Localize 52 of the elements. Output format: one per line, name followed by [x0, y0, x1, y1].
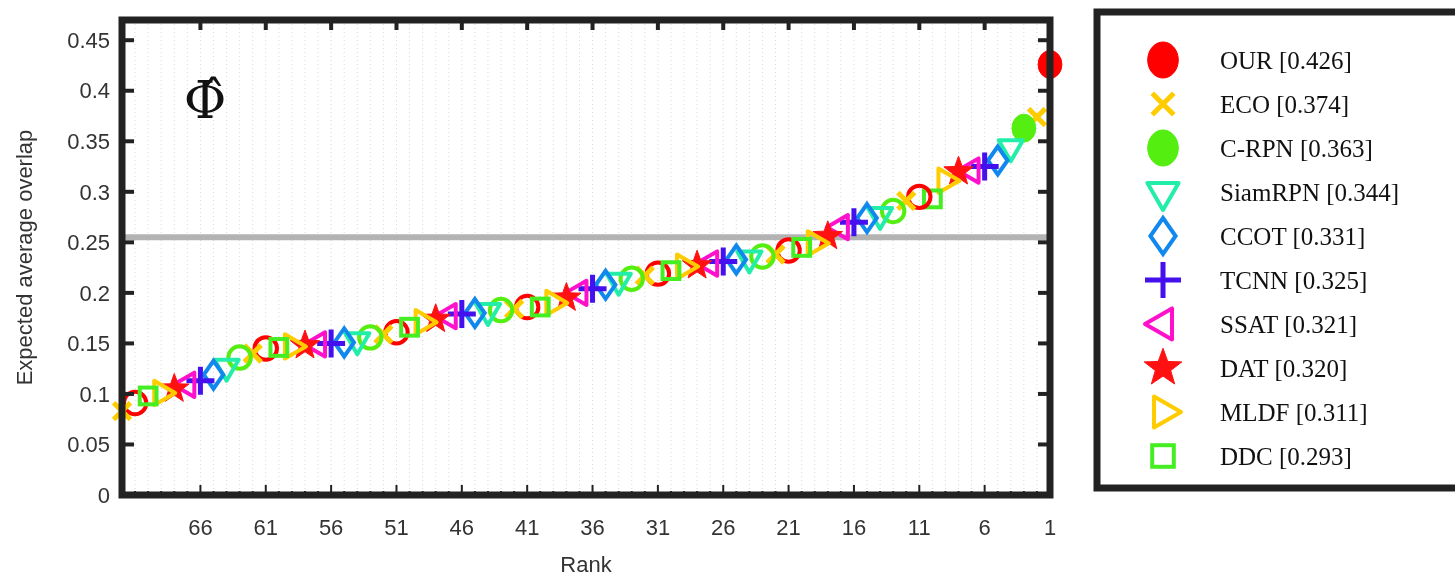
point: [660, 260, 682, 282]
point: [578, 274, 607, 303]
y-axis-title: Expected average overlap: [12, 129, 37, 386]
x-tick-label: 6: [978, 515, 991, 540]
x-tick-label: 61: [253, 515, 279, 540]
legend-label: ECO [0.374]: [1220, 90, 1350, 118]
legend-label: C-RPN [0.363]: [1220, 134, 1373, 162]
point: [529, 296, 551, 318]
x-tick-label: 41: [514, 515, 540, 540]
legend-label: TCNN [0.325]: [1220, 266, 1368, 294]
y-tick-label: 0.25: [67, 230, 110, 256]
y-tick-label: 0.35: [67, 128, 110, 154]
x-tick-label: 46: [449, 515, 475, 540]
y-tick-label: 0: [97, 482, 110, 508]
x-tick-label: 21: [776, 515, 801, 540]
point: [201, 358, 226, 391]
x-tick-label: 36: [580, 515, 605, 540]
point: [111, 400, 133, 423]
legend-label: OUR [0.426]: [1220, 46, 1352, 74]
y-tick-label: 0.4: [79, 78, 110, 104]
x-axis-title: Rank: [560, 552, 613, 577]
y-tick-label: 0.45: [67, 27, 110, 53]
x-tick-label: 66: [188, 515, 213, 540]
point: [724, 243, 749, 276]
point: [1011, 113, 1037, 143]
point: [593, 268, 618, 301]
point: [791, 236, 813, 258]
x-tick-label: 31: [645, 515, 671, 540]
legend-label: SiamRPN [0.344]: [1220, 178, 1400, 206]
point: [943, 155, 974, 185]
legend-label: DDC [0.293]: [1220, 442, 1352, 470]
y-tick-label: 0.1: [79, 381, 110, 407]
x-tick-label: 56: [318, 515, 344, 540]
x-tick-label: 1: [1043, 515, 1057, 540]
x-tick-label: 16: [841, 515, 867, 540]
y-tick-label: 0.15: [67, 331, 110, 357]
legend-label: SSAT [0.321]: [1220, 310, 1358, 338]
x-tick-label: 26: [711, 515, 736, 540]
legend-label: DAT [0.320]: [1220, 354, 1348, 382]
x-tick-label: 51: [384, 515, 409, 540]
point: [985, 144, 1010, 177]
legend-label: CCOT [0.331]: [1220, 222, 1366, 250]
x-tick-label: 11: [907, 515, 931, 540]
point: [399, 316, 420, 338]
legend-label: MLDF [0.311]: [1220, 398, 1368, 426]
point: [268, 337, 290, 358]
y-tick-label: 0.05: [67, 432, 110, 458]
y-tick-label: 0.3: [79, 179, 110, 205]
annotation: Φ̂: [183, 70, 227, 130]
point: [447, 300, 476, 329]
point: [186, 366, 215, 395]
y-tick-label: 0.2: [79, 280, 110, 306]
